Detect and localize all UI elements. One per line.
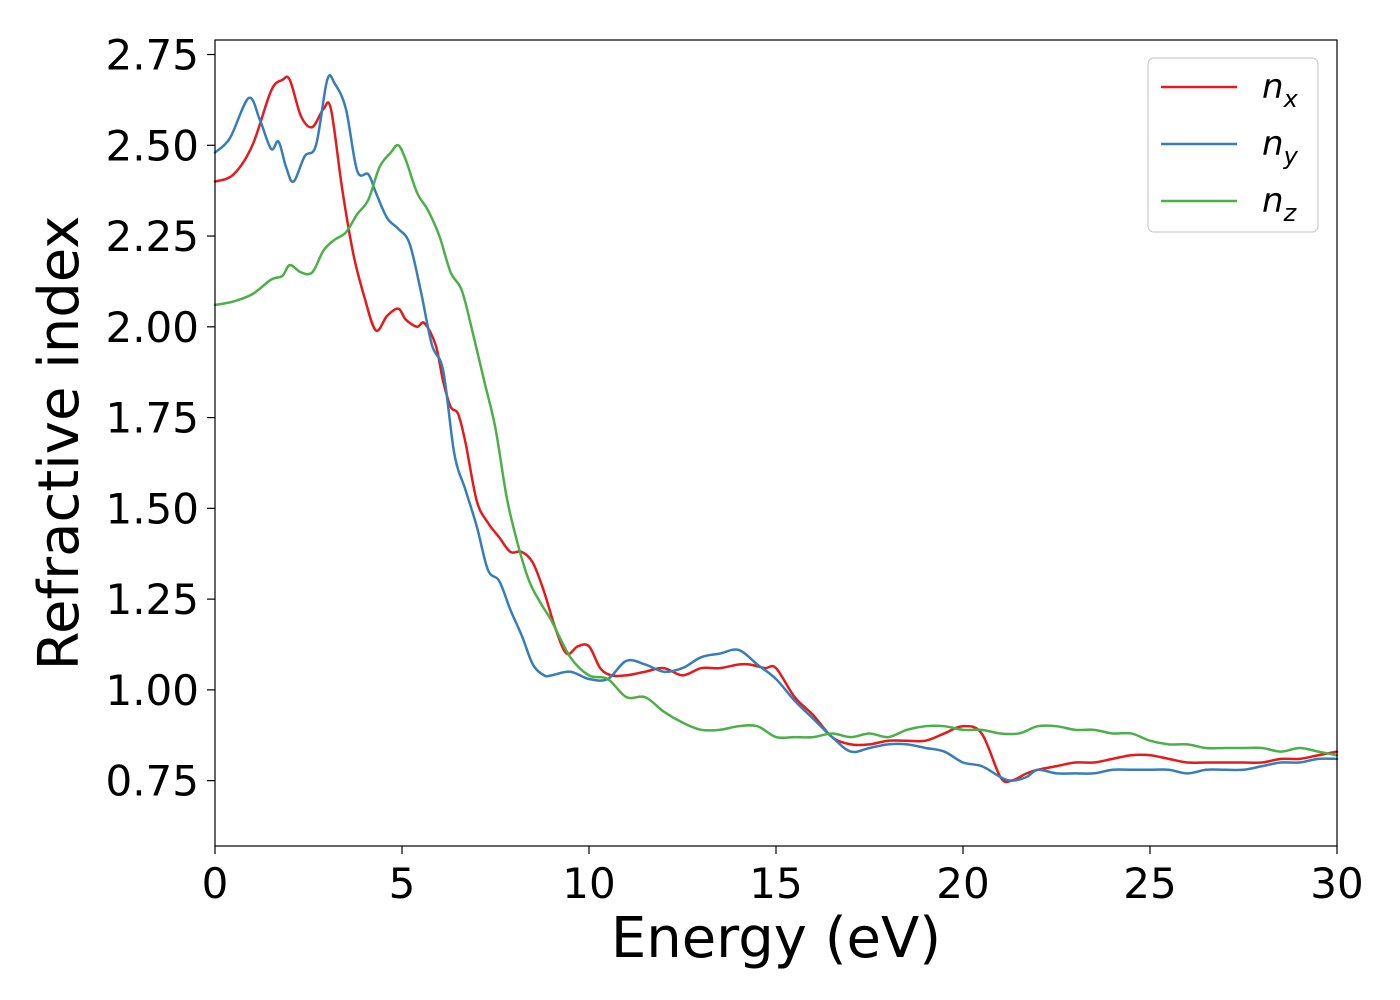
legend-label-subscript: z xyxy=(1283,199,1298,227)
series-line-z xyxy=(213,143,1339,757)
y-axis-title: Refractive index xyxy=(27,216,92,671)
x-tick-label: 20 xyxy=(936,859,989,908)
legend-label-y: ny xyxy=(1262,124,1299,170)
legend-label-base: n xyxy=(1262,67,1284,107)
x-tick-label: 0 xyxy=(202,859,229,908)
x-tick-label: 15 xyxy=(749,859,802,908)
series-line-y xyxy=(213,74,1339,782)
x-tick-label: 10 xyxy=(562,859,615,908)
y-tick-label: 0.75 xyxy=(105,757,199,806)
tick-layer: 0 5 10 15 20 25 30 0.75 1.00 1.25 1.50 1.75 2.00 2.25… xyxy=(105,31,1363,908)
y-tick-label: 2.75 xyxy=(105,31,199,80)
x-tick-label: 30 xyxy=(1310,859,1363,908)
series-line-x xyxy=(213,75,1339,784)
y-tick-label: 1.25 xyxy=(105,575,199,624)
legend-label-subscript: x xyxy=(1283,85,1299,113)
legend-label-subscript: y xyxy=(1283,142,1299,170)
legend-label-base: n xyxy=(1262,124,1284,164)
legend-label-base: n xyxy=(1262,181,1284,221)
y-tick-label: 2.50 xyxy=(105,121,199,170)
x-tick-label: 5 xyxy=(389,859,416,908)
y-tick-label: 1.50 xyxy=(105,484,199,533)
legend-label-x: nx xyxy=(1262,67,1299,113)
plot-frame xyxy=(214,39,1338,847)
y-tick-label: 2.25 xyxy=(105,212,199,261)
x-tick-label: 25 xyxy=(1123,859,1176,908)
series-layer xyxy=(213,74,1339,784)
legend-label-z: nz xyxy=(1262,181,1298,227)
y-tick-label: 1.75 xyxy=(105,394,199,443)
y-tick-label: 1.00 xyxy=(105,666,199,715)
y-tick-label: 2.00 xyxy=(105,303,199,352)
x-axis-title: Energy (eV) xyxy=(611,906,941,971)
